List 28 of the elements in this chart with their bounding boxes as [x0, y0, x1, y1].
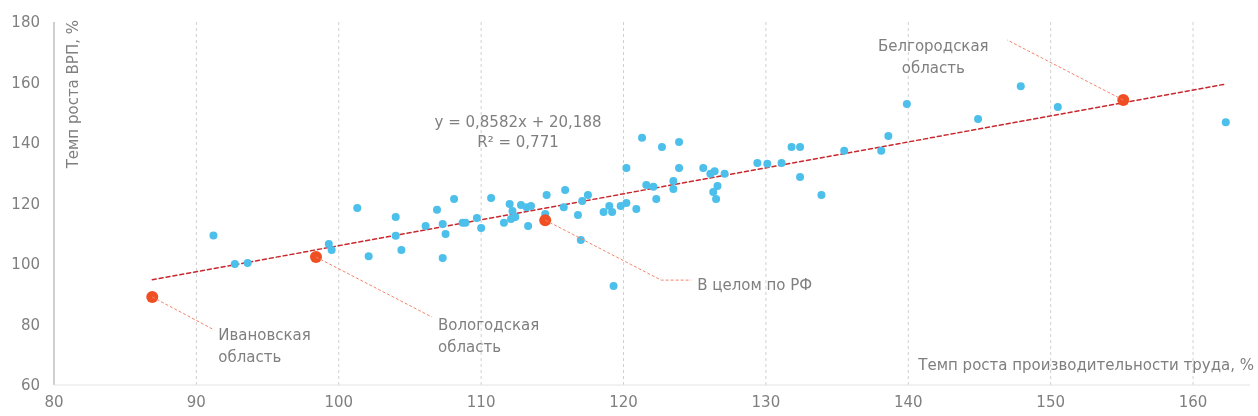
- annotation: y = 0,8582x + 20,188: [434, 113, 602, 131]
- annotation: Белгородская область: [877, 37, 989, 78]
- annotation: Вологодская область: [437, 316, 540, 357]
- y-tick-label: 160: [11, 73, 40, 92]
- y-tick-label: 180: [11, 13, 40, 32]
- annotation: R² = 0,771: [477, 133, 559, 151]
- y-tick-label: 120: [11, 194, 40, 213]
- point: [309, 251, 322, 264]
- x-tick-label: 130: [751, 393, 781, 411]
- x-tick-label: 140: [893, 393, 923, 411]
- y-axis-title: Темп роста ВРП, %: [64, 20, 82, 170]
- y-tick-label: 140: [11, 134, 40, 153]
- x-tick-label: 120: [609, 393, 638, 411]
- x-tick-label: 90: [186, 393, 206, 411]
- x-tick-label: 150: [1036, 393, 1065, 411]
- y-tick-label: 80: [20, 315, 40, 334]
- x-tick-label: 160: [1178, 393, 1208, 411]
- y-tick-label: 60: [20, 376, 40, 395]
- x-axis-title: Темп роста производительности труда, %: [917, 356, 1254, 374]
- point: [146, 290, 159, 303]
- annotation: Ивановская область: [218, 326, 311, 366]
- point: [1117, 94, 1130, 107]
- annotation: В целом по РФ: [697, 276, 813, 295]
- x-tick-label: 100: [324, 393, 354, 411]
- point: [539, 214, 552, 227]
- y-tick-label: 100: [11, 255, 40, 274]
- x-tick-label: 80: [44, 393, 64, 411]
- x-tick-label: 110: [466, 393, 496, 411]
